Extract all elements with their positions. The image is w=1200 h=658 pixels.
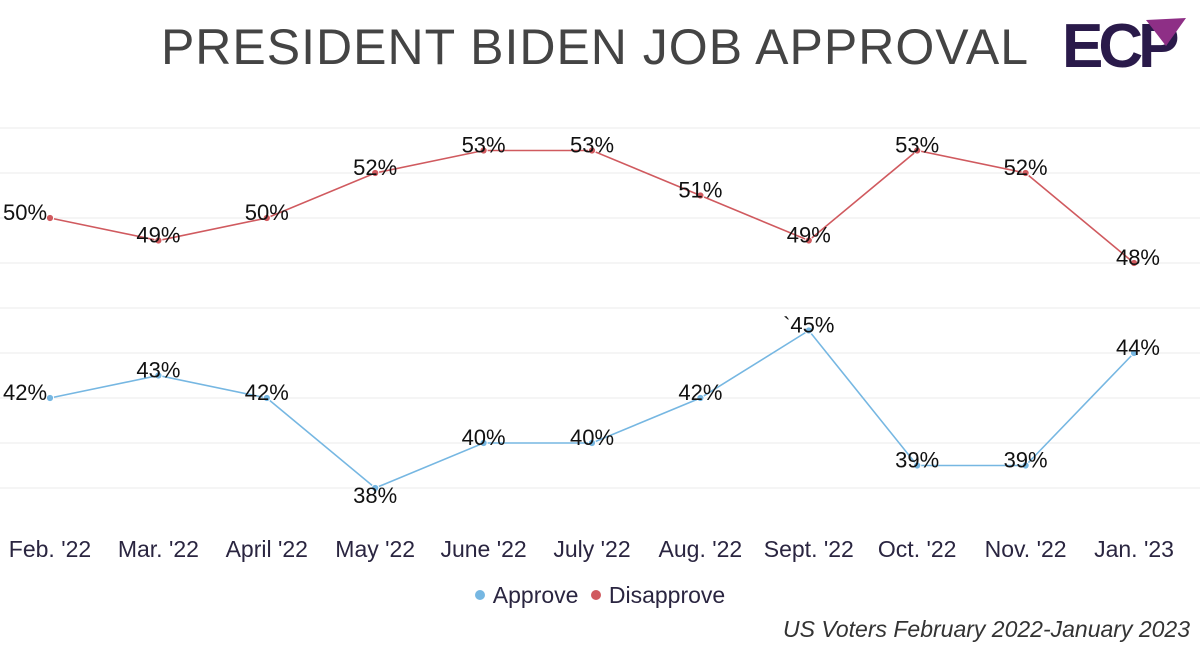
x-tick-label: Nov. '22 [985, 536, 1067, 562]
legend-item-approve: Approve [474, 582, 579, 609]
x-tick-label: April '22 [226, 536, 308, 562]
data-point-approve [371, 483, 380, 493]
legend-label-approve: Approve [492, 582, 579, 608]
data-label-disapprove: 51% [678, 178, 722, 203]
data-label-disapprove: 52% [353, 155, 397, 180]
data-label-approve: 42% [245, 380, 289, 405]
data-label-approve: 40% [462, 425, 506, 450]
legend-item-disapprove: Disapprove [590, 582, 726, 609]
legend-label-disapprove: Disapprove [608, 582, 726, 608]
data-point-disapprove [371, 168, 380, 178]
data-label-approve: `45% [783, 313, 834, 338]
chart-legend: Approve Disapprove [0, 582, 1200, 609]
chart-subtitle: US Voters February 2022-January 2023 [783, 616, 1190, 642]
legend-dot-approve [474, 589, 485, 600]
data-label-disapprove: 48% [1116, 245, 1160, 270]
data-point-disapprove [1021, 168, 1030, 178]
data-label-approve: 44% [1116, 335, 1160, 360]
x-tick-label: June '22 [440, 536, 526, 562]
x-tick-label: Sept. '22 [764, 536, 854, 562]
data-point-disapprove [262, 213, 271, 223]
series-line-disapprove [49, 149, 1135, 264]
data-point-approve [262, 393, 271, 403]
data-point-disapprove [1129, 258, 1139, 268]
data-label-disapprove: 53% [895, 133, 939, 158]
data-point-disapprove [45, 213, 55, 223]
data-label-disapprove: 49% [787, 223, 831, 248]
line-chart: Feb. '22 Mar. '22 April '22 May '22 June '22… [0, 127, 1200, 562]
data-point-approve [804, 326, 813, 335]
data-label-approve: 42% [678, 380, 722, 405]
data-point-disapprove [587, 146, 597, 155]
series-line-approve [49, 329, 1135, 489]
data-point-disapprove [696, 191, 705, 200]
legend-dot-disapprove [590, 589, 601, 600]
data-point-approve [45, 393, 55, 403]
x-tick-label: Mar. '22 [118, 536, 199, 562]
data-point-approve [696, 393, 705, 403]
data-label-approve: 39% [895, 448, 939, 473]
data-label-disapprove: 50% [3, 200, 47, 225]
data-point-approve [913, 461, 922, 470]
data-label-disapprove: 53% [570, 133, 614, 158]
data-point-disapprove [154, 236, 163, 245]
data-label-approve: 38% [353, 483, 397, 508]
logo-check-mark [1146, 18, 1186, 46]
data-label-disapprove: 53% [462, 133, 506, 158]
x-tick-label: Jan. '23 [1094, 536, 1174, 562]
data-point-approve [154, 371, 163, 380]
data-point-approve [1129, 348, 1139, 358]
x-tick-label: May '22 [335, 536, 415, 562]
data-label-disapprove: 50% [245, 200, 289, 225]
ecp-logo: ECP [1062, 14, 1186, 72]
x-tick-label: Oct. '22 [878, 536, 957, 562]
data-label-approve: 39% [1004, 448, 1048, 473]
data-label-approve: 43% [136, 358, 180, 383]
x-tick-label: Feb. '22 [9, 536, 91, 562]
data-label-approve: 40% [570, 425, 614, 450]
chart-title: PRESIDENT BIDEN JOB APPROVAL [160, 19, 1030, 75]
data-point-approve [1021, 461, 1030, 470]
data-label-disapprove: 49% [136, 223, 180, 248]
x-tick-label: July '22 [553, 536, 630, 562]
data-point-approve [587, 438, 597, 448]
data-point-disapprove [479, 146, 488, 155]
data-label-approve: 42% [3, 380, 47, 405]
data-point-approve [479, 438, 488, 448]
data-point-disapprove [913, 146, 922, 155]
data-label-disapprove: 52% [1004, 155, 1048, 180]
data-point-disapprove [804, 236, 813, 245]
x-tick-label: Aug. '22 [659, 536, 743, 562]
